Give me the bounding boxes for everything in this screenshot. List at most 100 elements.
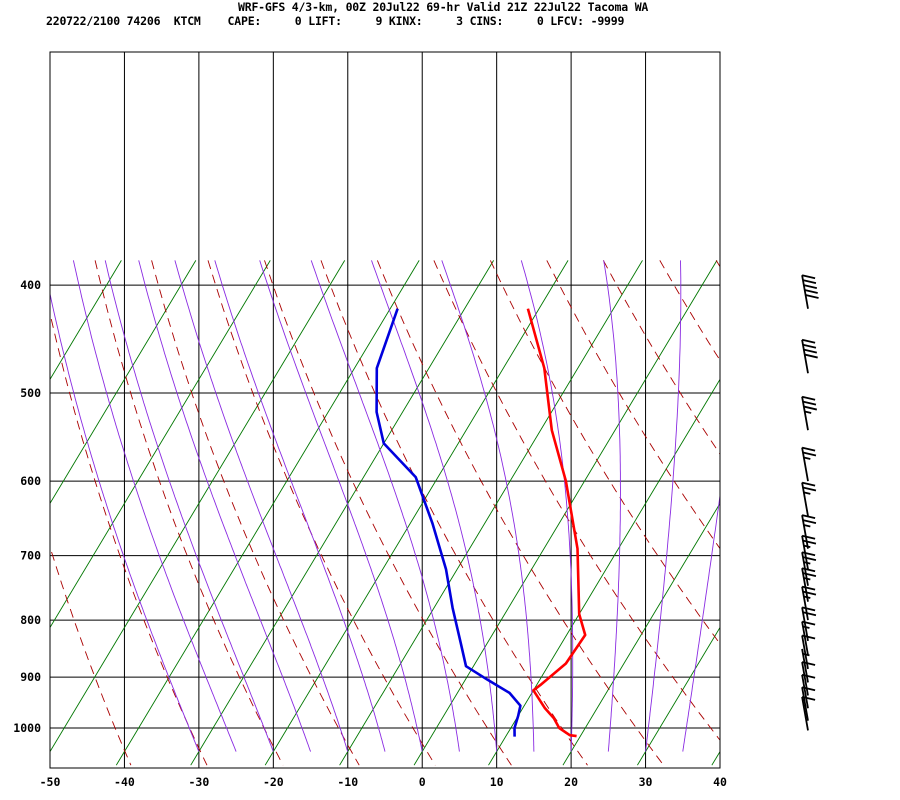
- wind-barb: [801, 673, 816, 709]
- y-tick-label: 1000: [13, 721, 41, 735]
- wind-barb-flag: [801, 446, 816, 452]
- wind-barb: [801, 620, 816, 656]
- dry-adiabat-line: [886, 260, 900, 765]
- x-tick-label: 40: [713, 775, 727, 789]
- x-tick-label: -40: [114, 775, 135, 789]
- moist-adiabat-line: [50, 291, 200, 752]
- moist-adiabat-line: [310, 260, 460, 752]
- moist-adiabat-line: [441, 260, 535, 752]
- wind-barb-flag: [801, 567, 816, 573]
- x-tick-label: -20: [263, 775, 284, 789]
- wind-barb: [801, 338, 818, 374]
- wind-barb-flag: [805, 294, 819, 299]
- wind-barb-flag: [804, 353, 818, 359]
- wind-barb-flag: [802, 590, 817, 596]
- dry-adiabat-line: [151, 260, 360, 766]
- wind-barb: [801, 274, 819, 309]
- dry-adiabat-line: [94, 260, 284, 766]
- y-tick-labels: 400 500 600 700 800 900 1000: [13, 278, 41, 735]
- wind-barb-half-flag: [803, 491, 811, 495]
- isotherm-line: [115, 260, 420, 766]
- wind-barb-flag: [802, 539, 817, 545]
- dry-adiabat-line: [829, 260, 900, 765]
- wind-barb-staff: [801, 696, 809, 731]
- x-tick-label: -10: [337, 775, 358, 789]
- wind-barb: [801, 606, 817, 642]
- y-tick-label: 600: [20, 474, 41, 488]
- x-tick-label: 20: [564, 775, 578, 789]
- x-tick-label: 30: [639, 775, 653, 789]
- wind-barb: [801, 567, 817, 602]
- wind-barb-staff: [801, 661, 809, 696]
- chart-title: WRF-GFS 4/3-km, 00Z 20Jul22 69-hr Valid …: [238, 0, 649, 14]
- wind-barb-half-flag: [802, 625, 810, 629]
- y-tick-label: 400: [20, 278, 41, 292]
- isotherm-line: [339, 260, 643, 766]
- isotherm-line: [711, 750, 720, 766]
- x-tick-label: -50: [40, 775, 61, 789]
- background-lines: [50, 260, 900, 766]
- moist-adiabat-line: [259, 260, 423, 752]
- isotherm-line: [50, 260, 122, 381]
- wind-barb: [801, 686, 816, 721]
- dry-adiabat-line: [376, 260, 664, 766]
- wind-barb-flag: [802, 611, 817, 617]
- isotherm-line: [190, 260, 495, 766]
- wind-barb-flag: [801, 481, 816, 487]
- moist-adiabat-line: [603, 260, 621, 752]
- wind-barb-flag: [801, 585, 816, 591]
- wind-barb-flag: [801, 620, 816, 626]
- wind-barb-flag: [801, 661, 816, 666]
- sounding-indices: 220722/2100 74206 KTCM CAPE: 0 LIFT: 9 K…: [46, 14, 625, 28]
- isotherm-line: [413, 260, 718, 766]
- moist-adiabat-line: [682, 492, 720, 752]
- wind-barb-flag: [801, 634, 816, 640]
- isotherm-line: [50, 260, 271, 629]
- dry-adiabat-line: [264, 260, 512, 766]
- wind-barb-flag: [801, 534, 816, 540]
- moist-adiabat-line: [371, 260, 498, 752]
- chart-grid: [50, 52, 720, 768]
- dry-adiabat-line: [433, 260, 720, 741]
- x-tick-label: 0: [419, 775, 426, 789]
- y-tick-label: 800: [20, 613, 41, 627]
- dry-adiabat-line: [207, 260, 436, 766]
- wind-barb-half-flag: [804, 410, 812, 414]
- wind-barb: [801, 585, 817, 621]
- moist-adiabat-line: [174, 260, 349, 752]
- wind-barb-flag: [802, 279, 817, 285]
- wind-barb-staff: [801, 674, 809, 709]
- dry-adiabat-line: [320, 260, 588, 766]
- wind-barb-flag: [804, 289, 818, 294]
- wind-barb-flag: [801, 686, 816, 692]
- wind-barb-half-flag: [803, 577, 811, 581]
- wind-barb-flag: [801, 514, 816, 520]
- wind-barb-half-flag: [803, 561, 811, 565]
- wind-barb-flag: [803, 284, 818, 289]
- plot-frame: [49, 51, 721, 769]
- x-tick-label: 10: [490, 775, 504, 789]
- wind-barb: [801, 696, 816, 731]
- wind-barb-flag: [801, 274, 816, 280]
- wind-barb-half-flag: [803, 544, 811, 548]
- wind-barb-staff: [801, 687, 809, 721]
- dry-adiabat-line: [659, 260, 720, 361]
- moist-adiabat-line: [719, 748, 720, 752]
- moist-adiabat-line: [520, 260, 574, 752]
- wind-barb-half-flag: [803, 595, 811, 599]
- wind-barb-flag: [802, 519, 817, 524]
- wind-barb-half-flag: [803, 456, 811, 460]
- dry-adiabat-line: [773, 260, 900, 765]
- dry-adiabat-line: [546, 260, 720, 550]
- dewpoint-profile: [375, 308, 522, 737]
- y-tick-label: 700: [20, 549, 41, 563]
- wind-barb-flag: [802, 451, 817, 457]
- wind-barb: [801, 395, 818, 431]
- wind-barb-flag: [802, 556, 817, 562]
- wind-barb-flag: [802, 486, 817, 492]
- wind-barb-half-flag: [803, 524, 811, 528]
- wind-barb-flag: [801, 696, 816, 701]
- wind-barb-flag: [801, 551, 816, 557]
- moist-adiabat-line: [72, 260, 237, 752]
